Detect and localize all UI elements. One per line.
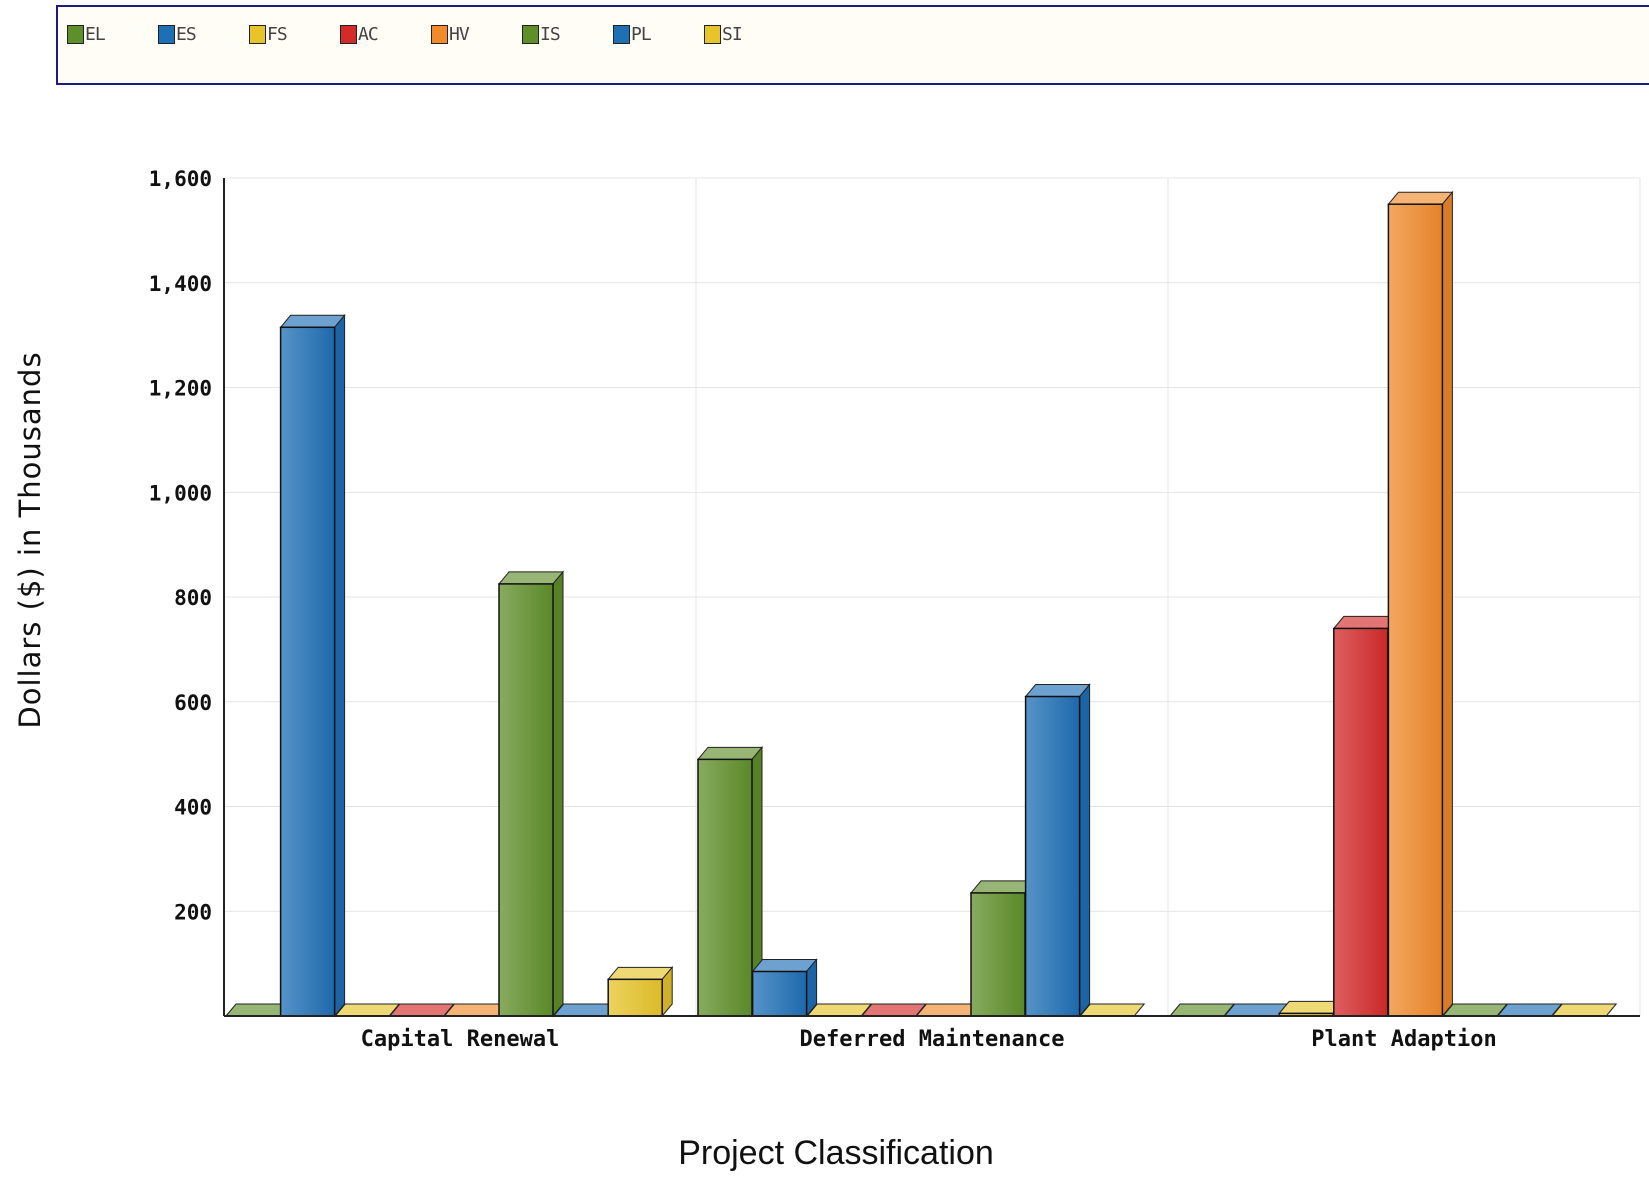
bar-is-2 bbox=[1443, 1004, 1507, 1016]
bar-es-1 bbox=[753, 959, 817, 1016]
y-tick-label: 1,400 bbox=[149, 272, 212, 296]
bar-si-2 bbox=[1552, 1004, 1616, 1016]
bar-ac-0 bbox=[390, 1004, 454, 1016]
bar-el-2 bbox=[1170, 1004, 1234, 1016]
bar-fs-1 bbox=[807, 1004, 871, 1016]
y-tick-label: 1,600 bbox=[149, 167, 212, 191]
y-tick-label: 800 bbox=[174, 586, 212, 610]
bar-is-0 bbox=[499, 572, 563, 1016]
x-axis-title: Project Classification bbox=[678, 1134, 994, 1172]
bar-si-1 bbox=[1080, 1004, 1144, 1016]
labels: 200 400 600 800 1,000 1,200 1,400 1,600 Capital … bbox=[149, 167, 1497, 1052]
bar-es-0 bbox=[281, 315, 345, 1016]
bar-ac-1 bbox=[862, 1004, 926, 1016]
y-tick-label: 1,200 bbox=[149, 377, 212, 401]
x-tick-label: Deferred Maintenance bbox=[800, 1027, 1065, 1052]
bar-fs-0 bbox=[335, 1004, 399, 1016]
bar-pl-1 bbox=[1026, 685, 1090, 1016]
y-tick-label: 200 bbox=[174, 900, 212, 924]
x-tick-label: Capital Renewal bbox=[361, 1027, 560, 1052]
y-tick-label: 600 bbox=[174, 691, 212, 715]
x-tick-label: Plant Adaption bbox=[1311, 1027, 1496, 1052]
y-tick-label: 1,000 bbox=[149, 481, 212, 505]
bars bbox=[226, 192, 1616, 1016]
y-tick-label: 400 bbox=[174, 796, 212, 820]
bar-si-0 bbox=[608, 967, 672, 1016]
bar-hv-2 bbox=[1388, 192, 1452, 1016]
bar-pl-2 bbox=[1498, 1004, 1562, 1016]
y-axis-title: Dollars ($) in Thousands bbox=[13, 351, 47, 728]
